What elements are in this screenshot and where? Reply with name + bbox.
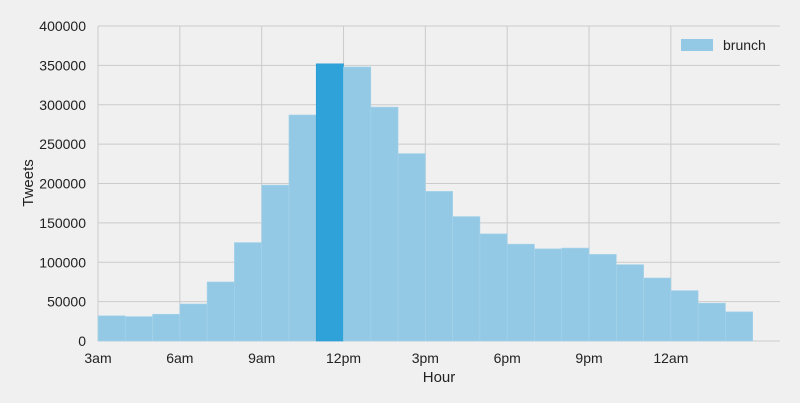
bar [534,248,563,342]
bar [97,315,126,342]
y-tick-labels: 0 50000 100000 150000 200000 250000 300000 3500… [39,18,86,349]
y-tick-label: 100000 [39,254,86,270]
x-tick-label: 12am [653,350,688,366]
bar [234,242,262,342]
bar [206,281,235,342]
bar [425,191,453,342]
y-tick-label: 250000 [39,136,86,152]
y-tick-label: 0 [78,333,86,349]
bar [288,114,317,342]
x-tick-label: 12pm [326,350,361,366]
y-tick-label: 200000 [39,176,86,192]
legend-label: brunch [723,37,766,53]
y-axis-label: Tweets [20,159,37,207]
bar [397,153,426,342]
bar [561,247,590,342]
x-tick-label: 9am [248,350,275,366]
bar [179,303,208,342]
bar [506,243,535,342]
x-tick-label: 6pm [494,350,521,366]
bar [315,63,344,342]
x-tick-label: 6am [166,350,193,366]
y-tick-label: 350000 [39,57,86,73]
bars [97,63,754,342]
y-tick-label: 300000 [39,97,86,113]
bar [479,233,508,342]
bar [725,311,754,342]
y-tick-label: 400000 [39,18,86,34]
bar [261,184,290,342]
bar [697,302,726,342]
bar [124,316,153,342]
legend: brunch [681,37,766,53]
legend-swatch [681,39,713,51]
x-axis-label: Hour [423,369,456,386]
bar [643,277,672,342]
bar [343,66,372,342]
bar [588,254,617,342]
x-tick-label: 3pm [412,350,439,366]
y-tick-label: 50000 [47,294,86,310]
bar [616,264,644,342]
bar [670,290,699,342]
bar [452,216,481,342]
bar [370,106,399,342]
y-tick-label: 150000 [39,215,86,231]
bar [152,313,181,342]
x-tick-labels: 3am 6am 9am 12pm 3pm 6pm 9pm 12am [84,350,688,366]
x-tick-label: 3am [84,350,111,366]
x-tick-label: 9pm [575,350,602,366]
